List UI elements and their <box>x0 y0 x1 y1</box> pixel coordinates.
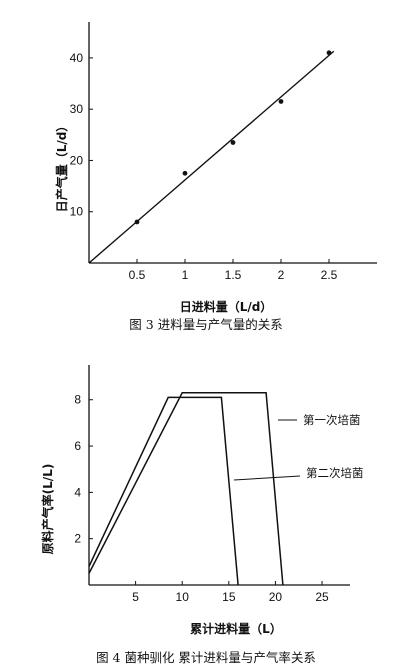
y-tick-label: 10 <box>70 205 84 219</box>
series-line-2 <box>88 396 239 586</box>
data-point <box>134 219 140 225</box>
x-axis-label: 日进料量（L/d） <box>180 299 273 314</box>
y-axis-label: 原料产气率(L/L) <box>40 464 55 555</box>
series-label-second: 第二次培菌 <box>306 466 364 480</box>
x-tick-label: 5 <box>132 590 139 604</box>
x-tick-label: 2 <box>278 268 285 282</box>
x-tick-label: 1 <box>182 268 189 282</box>
series-label-leader-2 <box>233 475 301 481</box>
y-tick-label: 20 <box>70 153 84 167</box>
figure-caption: 图 3 进料量与产气量的关系 <box>129 317 282 332</box>
x-axis-label: 累计进料量（L） <box>190 621 282 636</box>
x-tick-label: 20 <box>269 590 283 604</box>
x-tick-label: 1.5 <box>225 268 242 282</box>
y-tick-label: 30 <box>70 102 84 116</box>
y-tick-label: 8 <box>74 393 81 407</box>
y-axis-label: 日产气量（L/d） <box>54 120 69 213</box>
x-tick-label: 0.5 <box>129 268 146 282</box>
data-point <box>278 99 284 104</box>
y-tick-label: 6 <box>74 439 81 453</box>
y-tick-label: 4 <box>74 485 81 499</box>
x-tick-label: 25 <box>315 590 329 604</box>
x-tick-label: 10 <box>176 590 190 604</box>
y-tick-label: 40 <box>70 51 84 65</box>
figure-caption: 图 4 菌种驯化 累计进料量与产气率关系 <box>96 650 316 665</box>
y-tick-label: 2 <box>74 532 81 546</box>
data-point <box>326 50 332 56</box>
chart-cumulative-feed-vs-yield: 5 10 15 20 25 2 4 6 8 第一次培菌 第二次培菌 原料产气率(L/L) 累计进… <box>40 365 364 665</box>
data-point <box>182 170 188 176</box>
series-line-1 <box>88 392 284 586</box>
x-tick-label: 2.5 <box>321 268 338 282</box>
x-tick-label: 15 <box>222 590 236 604</box>
fit-line <box>88 50 335 264</box>
series-label-first: 第一次培菌 <box>303 413 361 427</box>
data-point <box>230 140 236 145</box>
